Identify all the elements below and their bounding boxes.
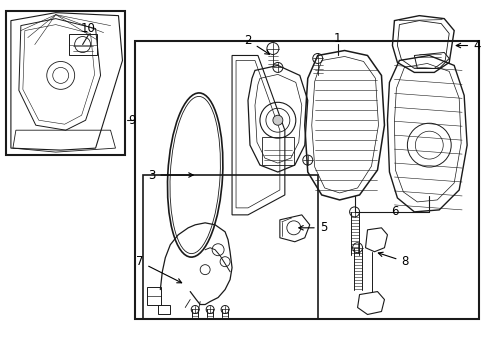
Bar <box>6 11 125 155</box>
Bar <box>69 33 97 55</box>
Bar <box>147 287 161 305</box>
Text: 2: 2 <box>245 34 270 54</box>
Text: 3: 3 <box>148 168 193 181</box>
Text: 5: 5 <box>299 221 327 234</box>
Bar <box>144 175 318 319</box>
Text: 10: 10 <box>81 22 96 35</box>
Bar <box>135 41 479 319</box>
Text: 6: 6 <box>391 205 398 219</box>
Text: 1: 1 <box>334 32 342 45</box>
Bar <box>262 137 294 165</box>
Circle shape <box>273 115 283 125</box>
Text: 4: 4 <box>456 39 481 52</box>
Text: 9: 9 <box>129 114 136 127</box>
Text: 7: 7 <box>136 255 182 283</box>
Bar <box>158 305 171 315</box>
Text: 8: 8 <box>378 252 409 268</box>
